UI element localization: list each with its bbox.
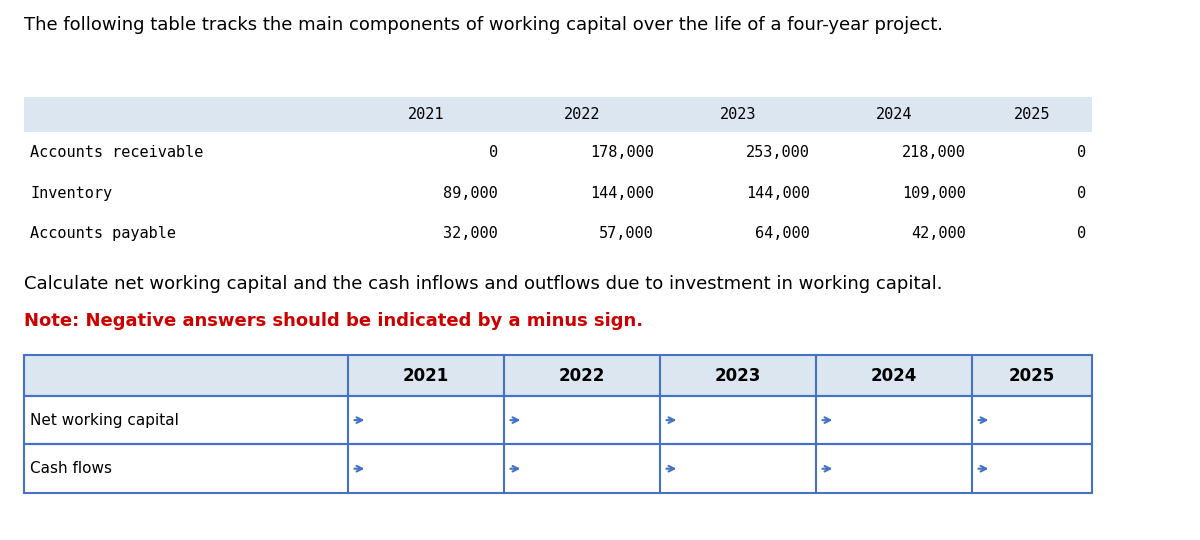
Text: 2023: 2023: [720, 107, 756, 122]
Bar: [24, 355, 1092, 396]
Bar: [24, 444, 1092, 493]
Text: Accounts payable: Accounts payable: [30, 226, 176, 241]
Bar: [24, 444, 1092, 493]
Text: 42,000: 42,000: [911, 226, 966, 241]
Text: 2023: 2023: [715, 367, 761, 384]
Text: 57,000: 57,000: [599, 226, 654, 241]
Text: The following table tracks the main components of working capital over the life : The following table tracks the main comp…: [24, 16, 943, 34]
Text: 2022: 2022: [559, 367, 605, 384]
Text: Cash flows: Cash flows: [30, 461, 112, 476]
Text: Net working capital: Net working capital: [30, 413, 179, 428]
Text: 89,000: 89,000: [443, 186, 498, 200]
Bar: [24, 396, 1092, 444]
Text: 178,000: 178,000: [590, 145, 654, 160]
Bar: [24, 396, 1092, 444]
Text: 2024: 2024: [876, 107, 912, 122]
Bar: [24, 97, 1092, 132]
Text: 2024: 2024: [871, 367, 917, 384]
Text: 0: 0: [1076, 145, 1086, 160]
Text: 0: 0: [1076, 186, 1086, 200]
Text: 2025: 2025: [1014, 107, 1050, 122]
Text: 144,000: 144,000: [590, 186, 654, 200]
Text: 2021: 2021: [403, 367, 449, 384]
Text: 144,000: 144,000: [746, 186, 810, 200]
Bar: [24, 355, 1092, 396]
Text: 218,000: 218,000: [902, 145, 966, 160]
Text: 109,000: 109,000: [902, 186, 966, 200]
Text: Accounts receivable: Accounts receivable: [30, 145, 203, 160]
Text: 2021: 2021: [408, 107, 444, 122]
Text: 0: 0: [1076, 226, 1086, 241]
Text: 0: 0: [488, 145, 498, 160]
Text: 2022: 2022: [564, 107, 600, 122]
Text: 2025: 2025: [1009, 367, 1055, 384]
Text: 253,000: 253,000: [746, 145, 810, 160]
Text: 64,000: 64,000: [755, 226, 810, 241]
Text: Calculate net working capital and the cash inflows and outflows due to investmen: Calculate net working capital and the ca…: [24, 275, 942, 293]
Text: Note: Negative answers should be indicated by a minus sign.: Note: Negative answers should be indicat…: [24, 312, 643, 330]
Text: 32,000: 32,000: [443, 226, 498, 241]
Text: Inventory: Inventory: [30, 186, 112, 200]
